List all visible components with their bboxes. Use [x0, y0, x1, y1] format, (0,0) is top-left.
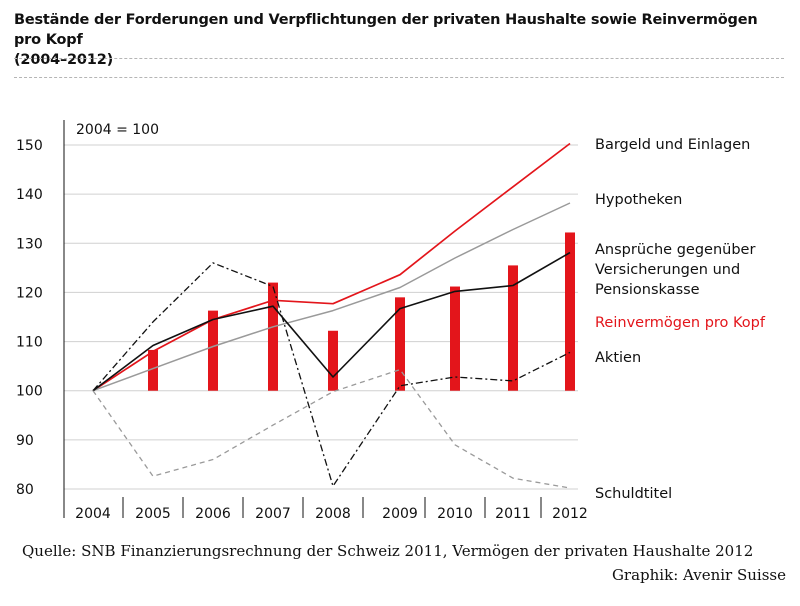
series-label: Reinvermögen pro Kopf	[595, 315, 766, 331]
series-label: Aktien	[595, 350, 641, 366]
chart-title: Bestände der Forderungen und Verpflichtu…	[14, 10, 784, 70]
x-tick-label: 2010	[437, 506, 473, 522]
reinvermoegen-bar	[508, 265, 518, 391]
series-label: Schuldtitel	[595, 486, 672, 502]
x-tick-label: 2012	[552, 506, 588, 522]
y-tick-label: 90	[16, 433, 34, 449]
y-tick-label: 130	[16, 236, 43, 252]
y-tick-label: 110	[16, 335, 43, 351]
reinvermoegen-bar	[268, 282, 278, 391]
series-label: Pensionskasse	[595, 282, 700, 298]
top-divider	[14, 58, 784, 59]
graphic-credit: Graphik: Avenir Suisse	[611, 566, 786, 584]
y-tick-label: 150	[16, 138, 43, 154]
y-tick-label: 140	[16, 187, 43, 203]
x-tick-label: 2006	[195, 506, 231, 522]
y-tick-label: 80	[16, 482, 34, 498]
x-tick-label: 2009	[382, 506, 418, 522]
series-line	[92, 142, 571, 392]
reinvermoegen-bar	[395, 297, 405, 391]
series-label: Bargeld und Einlagen	[595, 137, 750, 153]
series-line	[92, 251, 571, 392]
series-label: Versicherungen und	[595, 262, 740, 278]
subtitle-line: (2004–2012)	[14, 52, 114, 68]
x-tick-label: 2011	[495, 506, 531, 522]
x-tick-label: 2005	[135, 506, 171, 522]
base-year-annotation: 2004 = 100	[76, 122, 159, 138]
source-note: Quelle: SNB Finanzierungsrechnung der Sc…	[22, 542, 754, 560]
reinvermoegen-bar	[565, 232, 575, 391]
x-tick-label: 2007	[255, 506, 291, 522]
reinvermoegen-bar	[328, 330, 338, 391]
reinvermoegen-bar	[148, 349, 158, 391]
second-divider	[14, 77, 784, 78]
series-line	[92, 262, 571, 487]
title-line: Bestände der Forderungen und Verpflichtu…	[14, 12, 758, 48]
x-tick-label: 2004	[75, 506, 111, 522]
series-line	[92, 202, 571, 392]
reinvermoegen-bar	[450, 286, 460, 391]
y-tick-label: 100	[16, 384, 43, 400]
reinvermoegen-bar	[208, 310, 218, 391]
y-tick-label: 120	[16, 285, 43, 301]
series-label: Ansprüche gegenüber	[595, 242, 755, 258]
series-label: Hypotheken	[595, 192, 682, 208]
x-tick-label: 2008	[315, 506, 351, 522]
